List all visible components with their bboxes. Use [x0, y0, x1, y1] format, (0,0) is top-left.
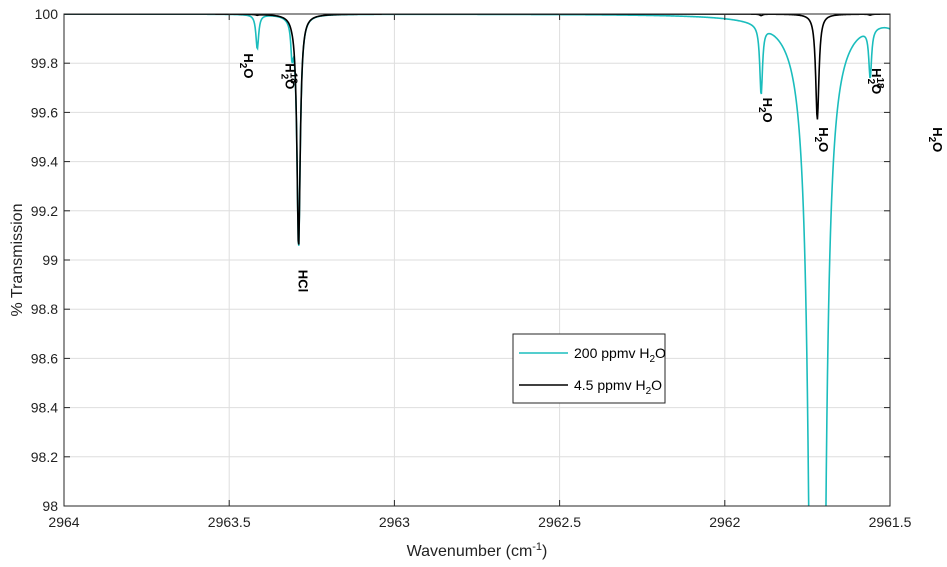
x-tick-label: 2962: [709, 514, 740, 530]
annotation-h218o-2: H182O: [865, 68, 885, 94]
annotation-h2o-2: H2O: [756, 98, 775, 123]
x-tick-label: 2964: [48, 514, 79, 530]
y-tick-label: 99.4: [31, 154, 58, 170]
y-tick-label: 98.6: [31, 350, 58, 366]
annotations: H2O H182O HCl H2O H2O H182O H2O: [237, 53, 945, 292]
y-tick-label: 99.2: [31, 203, 58, 219]
y-tick-label: 98: [42, 498, 58, 514]
y-tick-label: 99: [42, 252, 58, 268]
y-tick-label: 98.2: [31, 449, 58, 465]
x-tick-label: 2963.5: [208, 514, 251, 530]
grid: [64, 14, 890, 506]
legend-box: [512, 333, 666, 404]
y-tick-label: 99.8: [31, 55, 58, 71]
annotation-h2o-1: H2O: [237, 53, 256, 78]
legend-label: 200 ppmv H2O: [574, 345, 666, 365]
y-tick-label: 100: [35, 6, 59, 22]
annotation-hcl: HCl: [296, 270, 311, 292]
legend: 200 ppmv H2O 4.5 ppmv H2O: [512, 333, 666, 404]
x-tick-label: 2961.5: [869, 514, 912, 530]
annotation-h2o-3: H2O: [812, 127, 831, 152]
y-tick-label: 98.4: [31, 400, 58, 416]
y-tick-label: 99.6: [31, 104, 58, 120]
x-tick-label: 2963: [379, 514, 410, 530]
x-axis-label: Wavenumber (cm-1): [407, 541, 548, 560]
y-axis-label: % Transmission: [9, 204, 26, 317]
ticks: 2964 2963.5 2963 2962.5 2962 2961.5 98 98.2 98.4…: [31, 6, 912, 530]
legend-label: 4.5 ppmv H2O: [574, 377, 662, 397]
annotation-h218o-1: H182O: [278, 63, 298, 89]
x-tick-label: 2962.5: [538, 514, 581, 530]
annotation-h2o-4: H2O: [926, 127, 945, 152]
y-tick-label: 98.8: [31, 301, 58, 317]
